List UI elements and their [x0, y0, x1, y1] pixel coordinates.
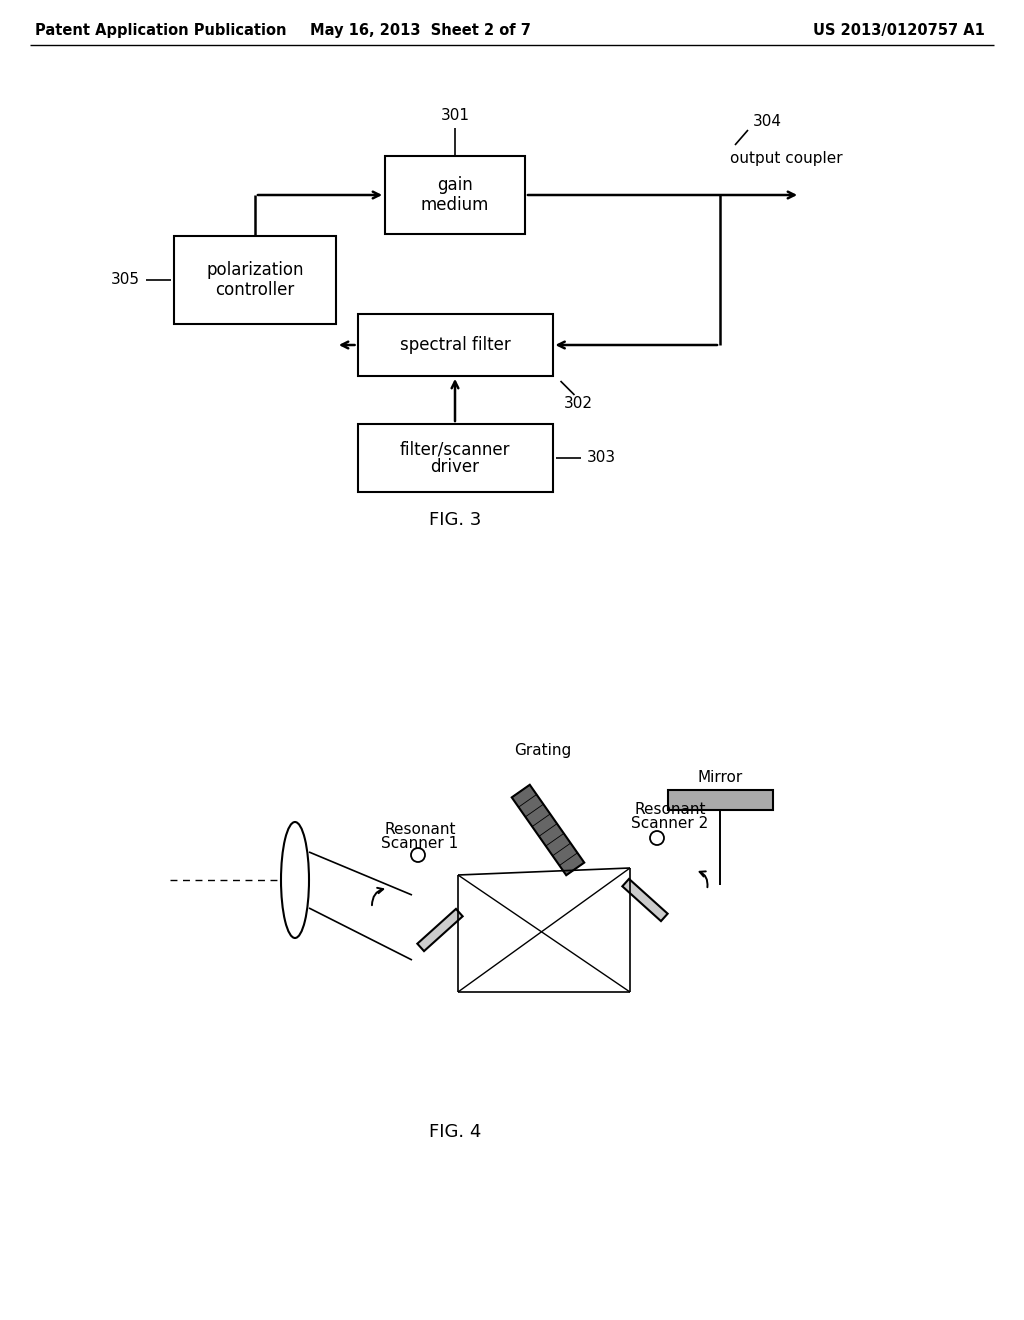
Text: output coupler: output coupler	[730, 152, 843, 166]
Text: 304: 304	[753, 115, 782, 129]
Polygon shape	[512, 785, 585, 875]
Text: Resonant: Resonant	[384, 822, 456, 837]
Text: gain: gain	[437, 176, 473, 194]
Ellipse shape	[281, 822, 309, 939]
Text: Mirror: Mirror	[697, 771, 742, 785]
Text: FIG. 4: FIG. 4	[429, 1123, 481, 1140]
Text: Scanner 1: Scanner 1	[381, 837, 459, 851]
Circle shape	[650, 832, 664, 845]
Bar	[668, 789, 772, 810]
Text: filter/scanner: filter/scanner	[399, 440, 510, 458]
Text: May 16, 2013  Sheet 2 of 7: May 16, 2013 Sheet 2 of 7	[309, 22, 530, 37]
Text: Resonant: Resonant	[634, 803, 706, 817]
Text: 303: 303	[587, 450, 615, 466]
Bar	[174, 236, 336, 323]
Text: US 2013/0120757 A1: US 2013/0120757 A1	[813, 22, 985, 37]
Text: 302: 302	[563, 396, 593, 411]
Text: driver: driver	[430, 458, 479, 477]
Bar	[357, 424, 553, 492]
Circle shape	[411, 847, 425, 862]
Text: 301: 301	[440, 108, 469, 124]
Text: FIG. 3: FIG. 3	[429, 511, 481, 529]
Polygon shape	[623, 879, 668, 921]
Text: Grating: Grating	[514, 742, 571, 758]
Bar	[357, 314, 553, 376]
Text: controller: controller	[215, 281, 295, 300]
Text: Scanner 2: Scanner 2	[632, 817, 709, 832]
Text: polarization: polarization	[206, 261, 304, 279]
Text: Patent Application Publication: Patent Application Publication	[35, 22, 287, 37]
Text: medium: medium	[421, 195, 489, 214]
Text: spectral filter: spectral filter	[399, 337, 510, 354]
Bar	[385, 156, 525, 234]
Text: 305: 305	[111, 272, 140, 288]
Polygon shape	[418, 909, 463, 952]
